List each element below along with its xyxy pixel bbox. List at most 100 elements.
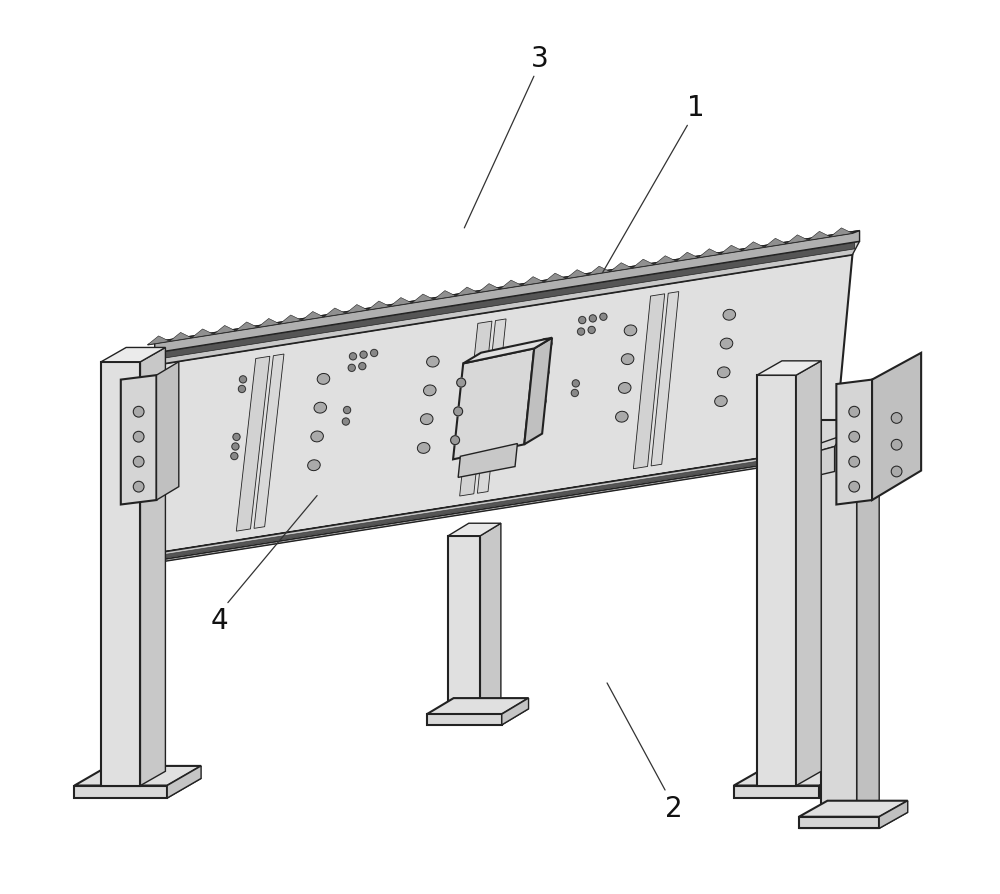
Polygon shape <box>390 299 412 308</box>
Text: 1: 1 <box>687 95 705 122</box>
Circle shape <box>238 386 245 393</box>
Polygon shape <box>101 348 165 362</box>
Polygon shape <box>368 301 390 310</box>
Polygon shape <box>676 253 698 262</box>
Polygon shape <box>140 348 165 786</box>
Polygon shape <box>170 333 192 342</box>
Polygon shape <box>121 375 156 505</box>
Polygon shape <box>588 267 610 275</box>
Ellipse shape <box>624 325 637 336</box>
Polygon shape <box>434 291 456 300</box>
Circle shape <box>133 457 144 468</box>
Circle shape <box>891 413 902 424</box>
Polygon shape <box>720 246 742 255</box>
Polygon shape <box>427 698 529 714</box>
Polygon shape <box>819 768 851 798</box>
Polygon shape <box>167 766 201 798</box>
Ellipse shape <box>537 367 549 378</box>
Polygon shape <box>610 264 632 273</box>
Polygon shape <box>524 338 552 445</box>
Circle shape <box>133 482 144 493</box>
Ellipse shape <box>717 367 730 378</box>
Polygon shape <box>125 433 165 447</box>
Circle shape <box>454 408 463 417</box>
Polygon shape <box>258 319 280 328</box>
Ellipse shape <box>618 383 631 394</box>
Polygon shape <box>633 294 665 469</box>
Polygon shape <box>125 447 140 476</box>
Polygon shape <box>879 801 908 829</box>
Circle shape <box>577 329 585 336</box>
Polygon shape <box>302 312 324 321</box>
Text: 2: 2 <box>665 794 683 822</box>
Polygon shape <box>460 322 492 496</box>
Circle shape <box>239 376 247 384</box>
Polygon shape <box>412 295 434 304</box>
Circle shape <box>344 407 351 414</box>
Polygon shape <box>214 326 236 335</box>
Polygon shape <box>463 338 552 364</box>
Ellipse shape <box>420 414 433 426</box>
Polygon shape <box>742 242 764 251</box>
Ellipse shape <box>308 460 320 471</box>
Circle shape <box>849 432 860 443</box>
Circle shape <box>457 379 466 388</box>
Ellipse shape <box>720 339 733 350</box>
Polygon shape <box>148 232 860 345</box>
Polygon shape <box>799 817 879 829</box>
Circle shape <box>232 443 239 451</box>
Polygon shape <box>150 243 855 361</box>
Polygon shape <box>156 362 179 501</box>
Polygon shape <box>458 444 517 478</box>
Polygon shape <box>125 454 838 568</box>
Polygon shape <box>821 420 857 817</box>
Polygon shape <box>698 249 720 258</box>
Circle shape <box>133 432 144 443</box>
Polygon shape <box>74 766 201 786</box>
Ellipse shape <box>314 403 327 414</box>
Polygon shape <box>786 236 808 244</box>
Ellipse shape <box>317 374 330 385</box>
Polygon shape <box>566 270 588 279</box>
Circle shape <box>849 482 860 493</box>
Polygon shape <box>764 239 786 248</box>
Circle shape <box>359 363 366 370</box>
Polygon shape <box>427 714 502 725</box>
Polygon shape <box>125 256 852 559</box>
Polygon shape <box>796 447 835 481</box>
Ellipse shape <box>417 443 430 454</box>
Circle shape <box>451 436 460 445</box>
Circle shape <box>231 453 238 460</box>
Polygon shape <box>148 242 860 367</box>
Polygon shape <box>236 357 270 532</box>
Polygon shape <box>453 349 534 460</box>
Circle shape <box>233 434 240 441</box>
Polygon shape <box>857 408 879 817</box>
Polygon shape <box>796 436 842 458</box>
Polygon shape <box>872 353 921 501</box>
Polygon shape <box>478 284 500 293</box>
Polygon shape <box>125 447 835 566</box>
Circle shape <box>849 457 860 468</box>
Ellipse shape <box>616 412 628 423</box>
Circle shape <box>342 418 349 426</box>
Circle shape <box>891 467 902 477</box>
Ellipse shape <box>540 339 552 350</box>
Polygon shape <box>502 698 529 725</box>
Polygon shape <box>544 274 566 283</box>
Polygon shape <box>74 786 167 798</box>
Polygon shape <box>757 375 796 786</box>
Polygon shape <box>480 524 501 714</box>
Polygon shape <box>799 813 908 829</box>
Circle shape <box>360 351 367 358</box>
Ellipse shape <box>534 396 546 408</box>
Polygon shape <box>236 323 258 332</box>
Ellipse shape <box>427 357 439 367</box>
Ellipse shape <box>715 396 727 407</box>
Circle shape <box>589 316 596 323</box>
Polygon shape <box>427 709 529 725</box>
Polygon shape <box>155 232 860 353</box>
Circle shape <box>133 407 144 417</box>
Polygon shape <box>254 355 284 528</box>
Polygon shape <box>192 330 214 339</box>
